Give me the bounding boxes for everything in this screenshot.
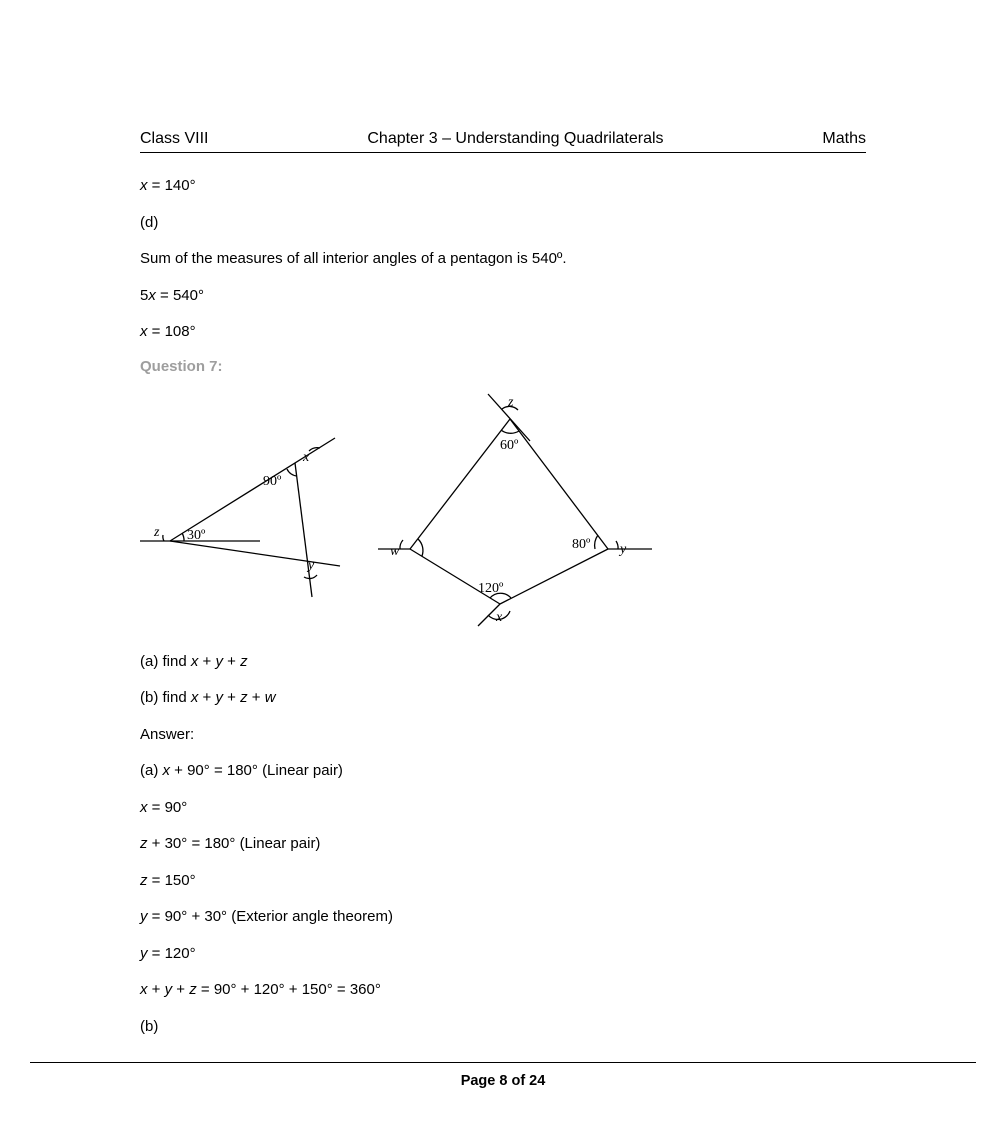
text-line: x + y + z = 90° + 120° + 150° = 360° bbox=[140, 979, 866, 1002]
text-line: x = 140° bbox=[140, 175, 866, 198]
text-line: (b) bbox=[140, 1016, 866, 1039]
footer-rule bbox=[30, 1062, 976, 1063]
header-center: Chapter 3 – Understanding Quadrilaterals bbox=[367, 130, 663, 148]
text-line: Sum of the measures of all interior angl… bbox=[140, 248, 866, 271]
answer-label: Answer: bbox=[140, 724, 866, 747]
angle-label-x: x bbox=[495, 610, 503, 625]
text-line: (a) find x + y + z bbox=[140, 651, 866, 674]
header-left: Class VIII bbox=[140, 130, 208, 148]
angle-label-z: z bbox=[507, 395, 514, 410]
angle-label-120: 120º bbox=[478, 581, 504, 596]
text-line: x = 90° bbox=[140, 797, 866, 820]
text-line: y = 90° + 30° (Exterior angle theorem) bbox=[140, 906, 866, 929]
page: Class VIII Chapter 3 – Understanding Qua… bbox=[0, 0, 1006, 1038]
angle-label-y: y bbox=[618, 542, 627, 557]
page-footer: Page 8 of 24 bbox=[0, 1062, 1006, 1089]
geometry-figure: z x y 30º 90º bbox=[140, 389, 666, 629]
text-line: (d) bbox=[140, 212, 866, 235]
angle-label-30: 30º bbox=[187, 528, 206, 543]
figure-container: z x y 30º 90º bbox=[140, 389, 866, 633]
angle-label-w: w bbox=[390, 544, 400, 559]
text-line: z + 30° = 180° (Linear pair) bbox=[140, 833, 866, 856]
text-line: y = 120° bbox=[140, 943, 866, 966]
text-line: z = 150° bbox=[140, 870, 866, 893]
text-line: x = 108° bbox=[140, 321, 866, 344]
header-right: Maths bbox=[822, 130, 866, 148]
question-label: Question 7: bbox=[140, 358, 866, 375]
angle-label-x: x bbox=[302, 450, 310, 465]
angle-label-z: z bbox=[153, 525, 160, 540]
page-number: Page 8 of 24 bbox=[0, 1073, 1006, 1089]
angle-label-y: y bbox=[306, 558, 315, 573]
text-line: (a) x + 90° = 180° (Linear pair) bbox=[140, 760, 866, 783]
angle-label-90: 90º bbox=[263, 474, 282, 489]
page-header: Class VIII Chapter 3 – Understanding Qua… bbox=[140, 130, 866, 153]
text-line: (b) find x + y + z + w bbox=[140, 687, 866, 710]
angle-label-60: 60º bbox=[500, 438, 519, 453]
angle-label-80: 80º bbox=[572, 537, 591, 552]
text-line: 5x = 540° bbox=[140, 285, 866, 308]
